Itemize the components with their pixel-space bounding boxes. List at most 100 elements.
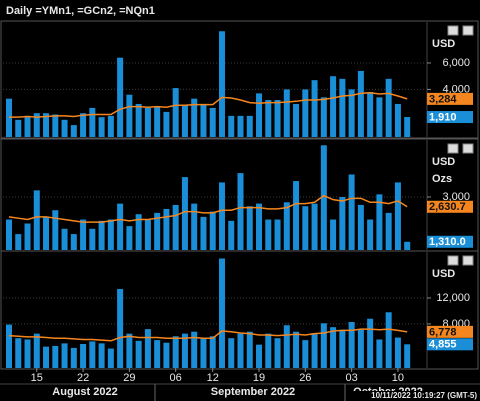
bar	[163, 111, 170, 137]
bar	[200, 216, 207, 250]
bar	[246, 206, 253, 250]
unit-label: USD	[432, 268, 455, 280]
bar	[33, 333, 40, 368]
bar	[89, 228, 96, 250]
bar	[274, 338, 281, 368]
bar	[357, 70, 364, 137]
value-label-box	[427, 338, 473, 351]
bar	[209, 336, 216, 368]
value-label-box	[427, 200, 473, 213]
bar	[70, 125, 77, 137]
bar	[107, 348, 114, 368]
bar	[302, 340, 309, 368]
bar	[228, 220, 235, 250]
bar	[43, 216, 50, 250]
bar	[376, 339, 383, 368]
x-tick-label: 19	[253, 372, 265, 384]
value-label: 1,310.0	[429, 236, 466, 248]
bar	[135, 340, 142, 368]
bar	[274, 99, 281, 137]
y-tick-label: 4,000	[442, 83, 470, 95]
bar	[218, 258, 225, 368]
bar	[274, 219, 281, 250]
bar	[339, 196, 346, 250]
bar	[376, 194, 383, 250]
bar	[172, 204, 179, 250]
panel-icon[interactable]	[447, 255, 459, 266]
bar	[80, 219, 87, 250]
bar	[302, 206, 309, 250]
month-label: September 2022	[211, 386, 295, 398]
bar	[265, 99, 272, 137]
bar	[339, 329, 346, 368]
bar	[98, 117, 105, 137]
bar	[107, 115, 114, 137]
panel-icon[interactable]	[447, 25, 459, 36]
moving-average-line	[9, 91, 408, 118]
bar	[218, 182, 225, 250]
panel-icon[interactable]	[462, 255, 474, 266]
chart-title: Daily =YMn1, =GCn2, =NQn1	[6, 5, 155, 17]
bar	[135, 103, 142, 137]
panel-icon[interactable]	[447, 143, 459, 154]
bar	[367, 92, 374, 137]
bar	[172, 88, 179, 137]
bar	[357, 204, 364, 250]
bar	[15, 119, 22, 137]
bar	[357, 329, 364, 368]
bar	[283, 202, 290, 250]
bar	[256, 93, 263, 137]
x-tick-label: 06	[170, 372, 182, 384]
bar	[172, 336, 179, 368]
x-tick-label: 15	[31, 372, 43, 384]
panel-icon[interactable]	[462, 143, 474, 154]
bar	[6, 324, 12, 368]
bar	[24, 115, 31, 137]
bar	[61, 119, 68, 137]
value-label: 1,910	[429, 111, 457, 123]
bar	[302, 89, 309, 137]
bar	[385, 78, 392, 137]
value-label: 4,855	[429, 339, 457, 351]
value-label: 6,778	[429, 326, 457, 338]
bar	[265, 219, 272, 250]
bar	[24, 339, 31, 368]
unit-label: USD	[432, 38, 455, 50]
bar	[394, 103, 401, 137]
bar	[330, 327, 337, 368]
bar	[191, 98, 198, 137]
value-label-box	[427, 92, 473, 105]
bar	[154, 340, 161, 368]
bar	[330, 76, 337, 137]
bar	[154, 212, 161, 250]
x-tick-label: 10	[392, 372, 404, 384]
bar	[107, 219, 114, 250]
panel-frame	[0, 20, 479, 139]
bar	[80, 113, 87, 137]
bar	[80, 344, 87, 368]
bar	[144, 329, 151, 368]
x-tick-label: 26	[299, 372, 311, 384]
panel-frame	[0, 250, 479, 370]
value-label-box	[427, 111, 473, 124]
bar	[70, 347, 77, 368]
timestamp: 10/11/2022 10:19:27 (GMT-5)	[371, 391, 477, 400]
value-label-box	[427, 325, 473, 338]
bar	[163, 342, 170, 368]
bar	[33, 190, 40, 250]
bar	[330, 219, 337, 250]
bar	[117, 57, 124, 138]
bar	[293, 181, 300, 250]
bar	[15, 338, 22, 368]
bar	[246, 115, 253, 137]
panel-icon[interactable]	[462, 25, 474, 36]
bar	[154, 106, 161, 137]
bar	[135, 214, 142, 250]
y-tick-label: 6,000	[442, 57, 470, 69]
bar	[191, 331, 198, 368]
bar	[43, 113, 50, 137]
bar	[237, 333, 244, 368]
x-tick-label: 29	[123, 372, 135, 384]
